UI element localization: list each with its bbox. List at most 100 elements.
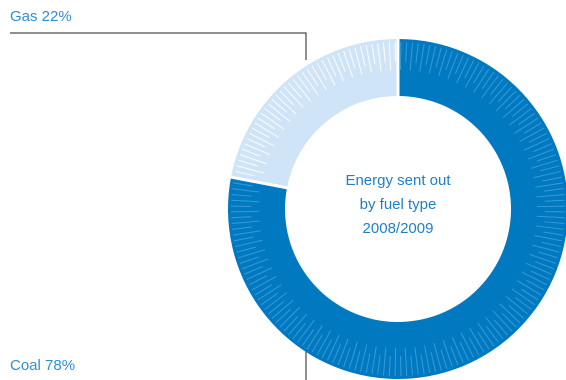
ring-tick (271, 299, 294, 319)
ring-tick (321, 59, 336, 86)
ring-tick (254, 122, 280, 138)
ring-tick (419, 43, 425, 72)
ring-tick (535, 225, 564, 230)
ring-tick (469, 327, 485, 353)
ring-tick (306, 325, 323, 350)
ring-tick (420, 354, 425, 375)
ring-tick (543, 188, 564, 192)
ring-tick (533, 143, 552, 153)
ring-tick (459, 342, 470, 361)
ring-tick (433, 343, 442, 371)
ring-tick (481, 75, 499, 99)
ring-tick (404, 347, 408, 376)
ring-tick (438, 49, 448, 77)
slice-coal (228, 39, 566, 379)
ring-tick (464, 59, 475, 79)
ring-tick (414, 346, 419, 375)
ring-tick (231, 220, 260, 225)
ring-tick (260, 112, 285, 130)
ring-tick (544, 221, 565, 225)
ring-tick (232, 188, 261, 193)
ring-tick (297, 75, 310, 92)
ring-tick (238, 159, 258, 167)
ring-tick (543, 231, 564, 236)
ring-tick (301, 71, 319, 96)
ring-tick (236, 246, 257, 253)
legend-label-coal: Coal 78% (10, 357, 76, 374)
ring-tick (371, 346, 377, 375)
ring-tick (246, 137, 265, 148)
ring-tick (430, 352, 437, 372)
ring-tick (251, 127, 270, 139)
ring-tick (526, 279, 545, 291)
ring-tick (359, 344, 368, 372)
ring-tick (239, 154, 267, 165)
ring-tick (316, 62, 328, 81)
ring-tick (541, 241, 561, 248)
ring-tick (532, 244, 560, 253)
ring-tick (525, 262, 552, 275)
ring-tick (254, 284, 273, 296)
ring-tick (332, 344, 342, 363)
ring-tick (238, 249, 266, 259)
ring-tick (316, 330, 332, 356)
ring-tick (511, 103, 529, 117)
ring-tick (354, 350, 361, 371)
ring-tick (283, 86, 304, 108)
ring-tick (425, 44, 431, 65)
ring-tick (337, 338, 349, 366)
ring-tick (231, 216, 252, 219)
ring-tick (485, 316, 504, 340)
gas-leader-line (10, 32, 307, 60)
ring-tick (535, 261, 555, 270)
ring-tick (460, 332, 475, 359)
ring-tick (505, 94, 521, 110)
ring-tick (348, 341, 358, 369)
ring-tick (232, 182, 253, 187)
ring-tick (527, 148, 555, 160)
ring-tick (477, 322, 495, 347)
ring-tick (521, 271, 548, 286)
ring-tick (382, 347, 387, 376)
chart-title-line-3: 2008/2009 (362, 220, 434, 237)
ring-tick (292, 322, 306, 340)
ring-tick (244, 143, 271, 156)
ring-tick (538, 251, 558, 259)
ring-tick (473, 65, 485, 84)
ring-tick (248, 275, 268, 286)
ring-tick (534, 235, 563, 242)
ring-tick (440, 349, 448, 369)
ring-tick (508, 305, 525, 319)
ring-tick (231, 193, 252, 197)
ring-tick (518, 112, 536, 126)
ring-tick (456, 57, 470, 84)
ring-tick (405, 42, 408, 63)
ring-tick (343, 50, 354, 78)
ring-tick (232, 230, 261, 236)
slice-gas (231, 39, 398, 188)
ring-tick (531, 270, 550, 281)
ring-tick (382, 42, 386, 63)
ring-tick (288, 313, 308, 336)
ring-tick (388, 355, 391, 376)
ring-tick (365, 44, 372, 73)
ring-tick (516, 280, 542, 296)
ring-tick (494, 319, 508, 336)
ring-tick (519, 127, 545, 143)
ring-tick (536, 193, 565, 198)
ring-tick (523, 122, 542, 134)
ring-tick (488, 82, 508, 105)
ring-tick (288, 82, 302, 99)
ring-tick (260, 292, 278, 306)
ring-tick (235, 239, 263, 248)
ring-tick (267, 301, 285, 315)
ring-tick (505, 296, 529, 315)
ring-tick (502, 99, 525, 119)
ring-tick (354, 47, 363, 75)
chart-center-title: Energy sent out by fuel type 2008/2009 (313, 169, 483, 241)
ring-tick (348, 49, 356, 69)
ring-tick (271, 99, 288, 113)
ring-tick (244, 265, 263, 275)
ring-tick (424, 345, 431, 374)
ring-tick (264, 108, 281, 121)
